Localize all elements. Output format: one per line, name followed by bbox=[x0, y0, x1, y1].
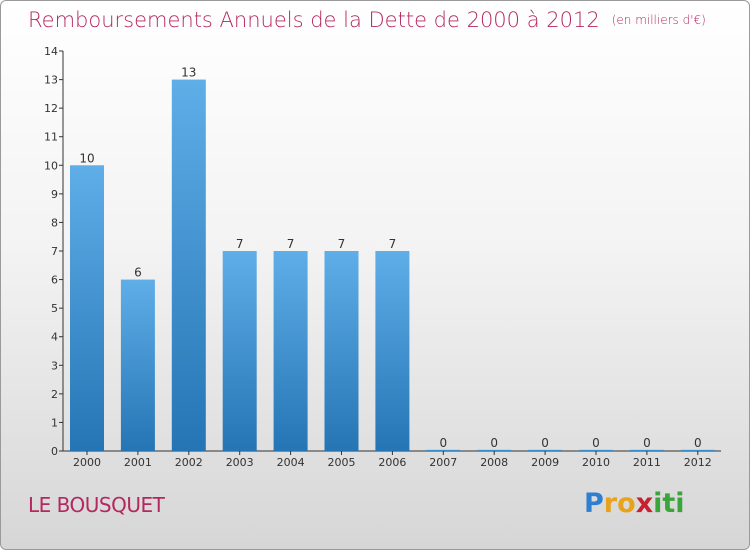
bar-2002 bbox=[171, 79, 206, 452]
proxiti-logo: Proxiti bbox=[584, 488, 685, 519]
bar-2006 bbox=[375, 251, 410, 451]
bar-2005 bbox=[324, 251, 359, 451]
data-label-2003: 7 bbox=[236, 237, 244, 251]
data-label-2007: 0 bbox=[439, 436, 447, 450]
x-tick-label: 2003 bbox=[226, 456, 254, 469]
logo-letter: P bbox=[584, 488, 604, 519]
commune-name: LE BOUSQUET bbox=[28, 493, 165, 517]
x-tick-label: 2001 bbox=[124, 456, 152, 469]
bar-2001 bbox=[120, 279, 155, 451]
logo-letter: x bbox=[635, 488, 654, 519]
y-tick-label: 8 bbox=[51, 216, 58, 229]
title-text: Remboursements Annuels de la Dette de 20… bbox=[28, 8, 600, 32]
data-label-2011: 0 bbox=[643, 436, 651, 450]
data-label-2008: 0 bbox=[490, 436, 498, 450]
bar-2000 bbox=[70, 165, 104, 452]
data-label-2001: 6 bbox=[134, 266, 142, 280]
data-label-2012: 0 bbox=[694, 436, 702, 450]
x-tick-label: 2004 bbox=[277, 456, 305, 469]
x-tick-label: 2006 bbox=[378, 456, 406, 469]
y-tick-label: 14 bbox=[44, 45, 58, 58]
y-tick-label: 12 bbox=[44, 102, 58, 115]
bar-2009 bbox=[528, 449, 563, 451]
logo-letter: r bbox=[603, 488, 618, 519]
x-tick-label: 2002 bbox=[175, 456, 203, 469]
y-tick-label: 3 bbox=[51, 359, 58, 372]
data-label-2004: 7 bbox=[287, 237, 295, 251]
bar-2010 bbox=[579, 449, 613, 451]
x-tick-label: 2008 bbox=[480, 456, 508, 469]
y-tick-label: 9 bbox=[51, 188, 58, 201]
data-label-2005: 7 bbox=[338, 237, 346, 251]
x-tick-label: 2005 bbox=[328, 456, 356, 469]
y-tick-label: 5 bbox=[51, 302, 58, 315]
logo-letter: i bbox=[675, 488, 685, 519]
x-tick-label: 2010 bbox=[582, 456, 610, 469]
y-tick-label: 13 bbox=[44, 74, 58, 87]
bars bbox=[70, 79, 715, 452]
x-tick-label: 2011 bbox=[633, 456, 661, 469]
data-label-2000: 10 bbox=[79, 151, 94, 165]
bar-2007 bbox=[426, 449, 461, 451]
y-tick-label: 2 bbox=[51, 388, 58, 401]
data-label-2006: 7 bbox=[389, 237, 397, 251]
y-tick-label: 1 bbox=[51, 416, 58, 429]
chart-title: Remboursements Annuels de la Dette de 20… bbox=[28, 8, 706, 32]
y-tick-label: 6 bbox=[51, 274, 58, 287]
x-tick-label: 2009 bbox=[531, 456, 559, 469]
x-tick-label: 2000 bbox=[73, 456, 101, 469]
y-tick-label: 4 bbox=[51, 331, 58, 344]
x-tick-label: 2012 bbox=[684, 456, 712, 469]
logo-letter: t bbox=[662, 488, 676, 519]
data-label-2010: 0 bbox=[592, 436, 600, 450]
y-tick-label: 11 bbox=[44, 131, 58, 144]
y-tick-label: 7 bbox=[51, 245, 58, 258]
bar-2011 bbox=[629, 449, 664, 451]
bar-2012 bbox=[680, 449, 715, 451]
logo-letter: o bbox=[617, 488, 636, 519]
x-tick-label: 2007 bbox=[429, 456, 457, 469]
bar-2003 bbox=[222, 251, 257, 451]
y-tick-label: 0 bbox=[51, 445, 58, 458]
logo-letter: i bbox=[653, 488, 663, 519]
bar-2008 bbox=[477, 449, 512, 451]
title-unit: (en milliers d'€) bbox=[611, 13, 706, 27]
y-tick-label: 10 bbox=[44, 159, 58, 172]
data-label-2002: 13 bbox=[181, 66, 196, 80]
data-labels: 10 6 13 7 7 7 7 0 0 0 0 0 0 bbox=[79, 66, 701, 450]
bar-2004 bbox=[273, 251, 308, 451]
data-label-2009: 0 bbox=[541, 436, 549, 450]
